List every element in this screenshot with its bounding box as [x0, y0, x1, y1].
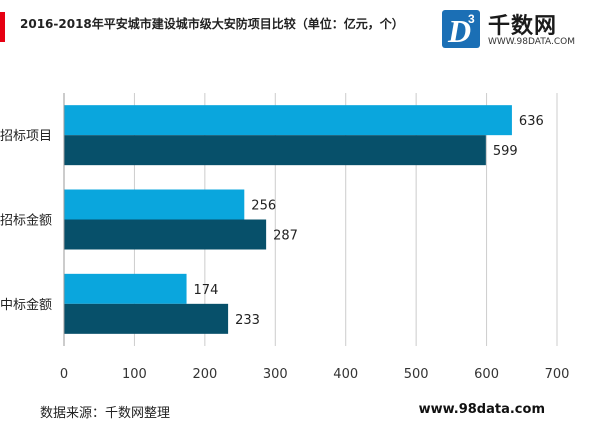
- x-tick-label-1: 100: [122, 367, 147, 382]
- logo-mark-background: [442, 10, 480, 48]
- bar-0-0: [64, 105, 512, 136]
- x-tick-label-4: 400: [333, 367, 358, 382]
- data-source: 数据来源：千数网整理: [40, 406, 171, 421]
- category-label-1: 招标金额: [0, 213, 52, 229]
- brand-logo: D 3 千数网 WWW.98DATA.COM: [440, 6, 590, 52]
- x-tick-label-0: 0: [60, 367, 68, 382]
- chart-title: 2016-2018年平安城市建设城市级大安防项目比较（单位：亿元，个）: [20, 17, 404, 31]
- bar-1-0: [64, 189, 245, 220]
- data-label-2-0: 174: [194, 283, 219, 298]
- data-label-2-1: 233: [235, 313, 260, 328]
- data-label-1-0: 256: [251, 199, 276, 214]
- title-accent-bar: [0, 12, 5, 42]
- data-label-0-0: 636: [519, 114, 544, 129]
- category-label-2: 中标金额: [0, 297, 52, 313]
- x-tick-label-3: 300: [263, 367, 288, 382]
- data-label-0-1: 599: [493, 144, 518, 159]
- x-tick-label-6: 600: [474, 367, 499, 382]
- x-tick-label-2: 200: [192, 367, 217, 382]
- category-label-0: 招标项目: [0, 129, 52, 144]
- bars: [64, 105, 512, 334]
- logo-mark-superscript: 3: [468, 12, 475, 26]
- logo-name: 千数网: [488, 14, 558, 39]
- bar-2-1: [64, 303, 229, 334]
- bar-0-1: [64, 135, 486, 166]
- x-tick-label-5: 500: [404, 367, 429, 382]
- logo-mark-icon: D 3: [442, 10, 480, 49]
- data-label-1-1: 287: [273, 229, 298, 244]
- logo-url: WWW.98DATA.COM: [488, 37, 575, 47]
- website-url: www.98data.com: [418, 402, 545, 417]
- bar-1-1: [64, 219, 267, 250]
- bar-2-0: [64, 273, 187, 304]
- x-tick-label-7: 700: [545, 367, 570, 382]
- logo-mark-letter: D: [447, 13, 471, 49]
